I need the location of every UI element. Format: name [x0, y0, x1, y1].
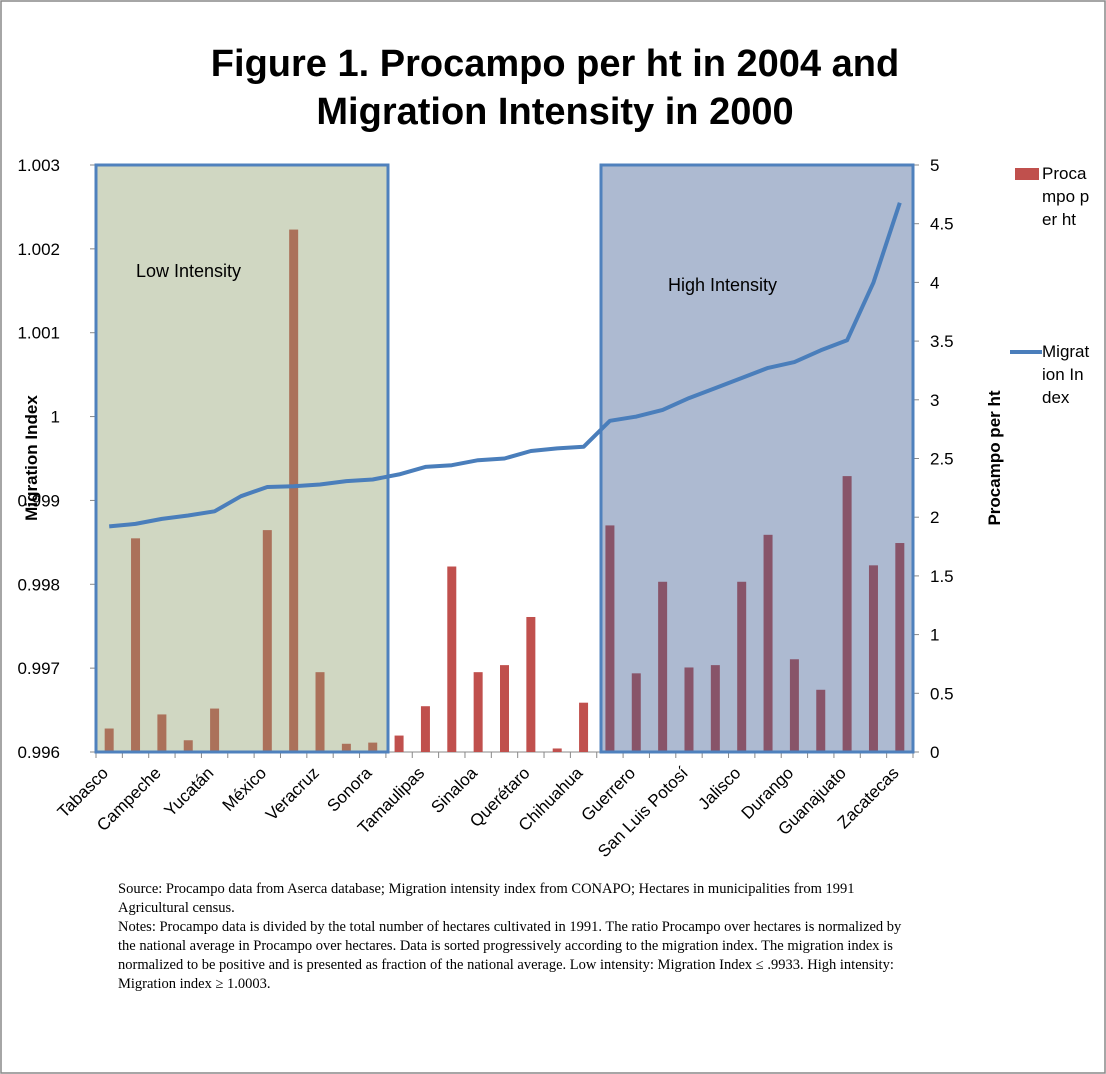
bar — [684, 667, 694, 752]
y2-tick-label: 4 — [930, 273, 939, 292]
low-intensity-region — [94, 163, 390, 754]
y2-tick-label: 0 — [930, 743, 939, 762]
y2-tick-label: 1.5 — [930, 567, 954, 586]
bar — [526, 616, 536, 752]
bar — [341, 743, 351, 752]
line — [109, 202, 902, 529]
bar — [868, 565, 878, 752]
bar — [368, 742, 378, 752]
bar — [157, 714, 167, 752]
y-axis-title: Migration Index — [22, 395, 41, 521]
y2-tick-label: 3 — [930, 391, 939, 410]
y-tick-label: 1.002 — [17, 240, 60, 259]
y2-tick-label: 5 — [930, 156, 939, 175]
y2-axis-title: Procampo per ht — [985, 390, 1004, 525]
bar — [447, 566, 457, 752]
notes: Notes: Procampo data is divided by the t… — [118, 919, 902, 992]
y-tick-label: 0.998 — [17, 575, 60, 594]
source: Source: Procampo data from Aserca databa… — [118, 881, 855, 916]
bar — [842, 476, 852, 752]
y-tick-label: 1 — [51, 408, 60, 427]
y2-tick-label: 3.5 — [930, 332, 954, 351]
bar — [789, 659, 799, 752]
bar — [131, 538, 141, 752]
annotation: High Intensity — [668, 275, 778, 295]
y2-tick-label: 2 — [930, 508, 939, 527]
source-note: Source: Procampo data from Aserca databa… — [118, 880, 918, 994]
bar — [500, 665, 509, 752]
bar — [816, 689, 826, 752]
bar — [605, 525, 615, 752]
y2-tick-label: 4.5 — [930, 215, 954, 234]
y-tick-label: 0.999 — [17, 491, 60, 510]
bar — [658, 581, 668, 752]
y2-tick-label: 1 — [930, 626, 939, 645]
bar — [289, 229, 299, 752]
high-intensity-region — [599, 163, 915, 754]
bar — [763, 534, 773, 752]
legend-swatch — [1015, 168, 1039, 180]
bar — [104, 728, 114, 752]
legend-label: Migration Index — [1042, 342, 1090, 407]
y-tick-label: 0.996 — [17, 743, 60, 762]
y2-tick-label: 2.5 — [930, 450, 954, 469]
y-tick-label: 0.997 — [17, 659, 60, 678]
bar — [183, 740, 193, 752]
bar — [262, 530, 272, 752]
bar — [552, 748, 562, 752]
bar — [710, 665, 720, 752]
bar — [315, 672, 325, 752]
bar — [394, 735, 404, 752]
bar — [737, 581, 747, 752]
bar — [895, 543, 905, 752]
annotation: Low Intensity — [136, 261, 242, 281]
y-tick-label: 1.003 — [17, 156, 60, 175]
y-tick-label: 1.001 — [17, 324, 60, 343]
y2-tick-label: 0.5 — [930, 684, 954, 703]
legend-label: Procampo per ht — [1042, 164, 1090, 229]
chart-title: Figure 1. Procampo per ht in 2004 and Mi… — [210, 43, 900, 133]
bar — [210, 708, 220, 752]
bar — [631, 673, 641, 752]
bar — [420, 706, 430, 752]
bar — [473, 672, 483, 752]
bar — [579, 702, 589, 752]
